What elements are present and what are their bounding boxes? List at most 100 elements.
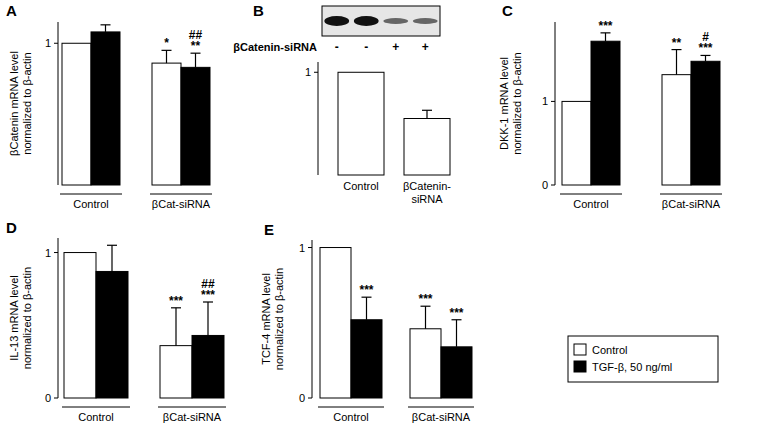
y-axis-label: normalized to β-actin <box>21 52 33 154</box>
category-label: βCat-siRNA <box>152 198 211 210</box>
error-cap <box>422 110 432 111</box>
blot-band <box>324 16 349 26</box>
y-tick <box>54 252 58 253</box>
group-underline <box>408 407 474 408</box>
significance: ** <box>191 39 201 53</box>
y-tick <box>54 43 58 44</box>
labels: *##** <box>164 28 202 53</box>
blot-band <box>413 18 438 24</box>
significance: ** <box>672 36 682 50</box>
panel-label: A <box>6 2 17 19</box>
panel-label: D <box>6 219 17 236</box>
error-bar <box>601 33 611 41</box>
bar <box>96 271 128 398</box>
y-axis-label: TCF-4 mRNA level <box>260 273 272 365</box>
marks <box>320 248 472 398</box>
figure: AβCatenin mRNA levelnormalized to β-acti… <box>0 0 764 430</box>
bar <box>64 253 96 398</box>
y-tick <box>308 247 312 248</box>
labels: ***##*** <box>169 277 215 308</box>
panel-label: B <box>253 2 264 19</box>
significance: *** <box>449 306 463 320</box>
legend-label: TGF-β, 50 ng/ml <box>592 361 672 373</box>
label-line: siRNA <box>411 193 443 205</box>
group-underline <box>158 407 226 408</box>
y-tick-label: 0 <box>45 392 51 404</box>
y-tick <box>308 398 312 399</box>
error-bar <box>421 306 431 329</box>
blot <box>322 6 440 36</box>
legend-frame <box>568 336 718 382</box>
error-bar <box>162 50 172 63</box>
blot-label: βCatenin-siRNA <box>233 41 317 53</box>
y-tick-label: 0 <box>542 179 548 191</box>
bar <box>91 32 120 185</box>
y-axis <box>312 240 313 398</box>
legend-swatch <box>574 344 586 355</box>
bar <box>192 335 224 398</box>
error-stem <box>105 25 106 32</box>
error-stem <box>366 297 367 320</box>
y-axis-label: normalized to β-actin <box>273 268 285 370</box>
y-axis-label: normalized to β-actin <box>21 267 33 369</box>
y-axis <box>58 238 59 398</box>
y-axis <box>58 22 59 185</box>
panel: ETCF-4 mRNA levelnormalized to β-actin01… <box>260 221 718 423</box>
legend: Control TGF-β, 50 ng/ml <box>568 336 718 382</box>
bar <box>591 41 620 185</box>
error-bar <box>191 53 201 67</box>
significance: *** <box>598 19 612 33</box>
panel: D IL-13 mRNA levelnormalized to β-actin 0 1… <box>6 219 226 423</box>
category-label: Control <box>573 198 608 210</box>
error-cap <box>101 24 111 25</box>
legend-swatch <box>574 361 586 372</box>
group-underline <box>150 194 212 195</box>
labels: ********* <box>359 283 463 320</box>
error-stem <box>426 110 427 118</box>
significance: *** <box>698 41 712 55</box>
category-label: βCat-siRNA <box>163 411 222 423</box>
labels: *****#*** <box>598 19 712 56</box>
significance: *** <box>418 292 432 306</box>
category-label: βCat-siRNA <box>412 411 471 423</box>
label-line: βCatenin- <box>403 180 451 192</box>
y-tick-label: 1 <box>542 95 548 107</box>
error-cap <box>107 245 117 246</box>
y-axis-label: IL-13 mRNA level <box>8 275 20 361</box>
bar <box>181 67 210 185</box>
bar <box>160 346 192 398</box>
error-stem <box>111 245 112 271</box>
category-label: Control <box>73 198 108 210</box>
error-stem <box>676 50 677 75</box>
y-tick-label: 1 <box>45 247 51 259</box>
error-stem <box>207 302 208 335</box>
bar <box>152 63 181 185</box>
bar <box>410 329 441 398</box>
bar <box>62 43 91 185</box>
bar <box>562 101 591 185</box>
group-underline <box>60 194 122 195</box>
error-bar <box>171 308 181 346</box>
blot-band <box>354 16 379 26</box>
lane-label: - <box>335 40 339 54</box>
panel: CDKK-1 mRNA levelnormalized to β-actin01… <box>498 2 722 210</box>
y-axis-label: βCatenin mRNA level <box>8 51 20 156</box>
error-stem <box>425 306 426 329</box>
bar <box>338 72 384 175</box>
group-underline <box>660 194 722 195</box>
error-stem <box>456 320 457 347</box>
panel: AβCatenin mRNA levelnormalized to β-acti… <box>6 2 212 210</box>
y-tick-label: 1 <box>299 242 305 254</box>
error-stem <box>195 53 196 67</box>
legend-label: Control <box>592 344 627 356</box>
error-stem <box>166 50 167 63</box>
category-label: Control <box>78 411 113 423</box>
bar <box>351 320 382 398</box>
bar <box>662 75 691 185</box>
error-stem <box>705 55 706 61</box>
bar <box>691 61 720 185</box>
error-stem <box>605 33 606 41</box>
category-label: Control <box>333 411 368 423</box>
error-stem <box>175 308 176 346</box>
bar <box>441 347 472 398</box>
